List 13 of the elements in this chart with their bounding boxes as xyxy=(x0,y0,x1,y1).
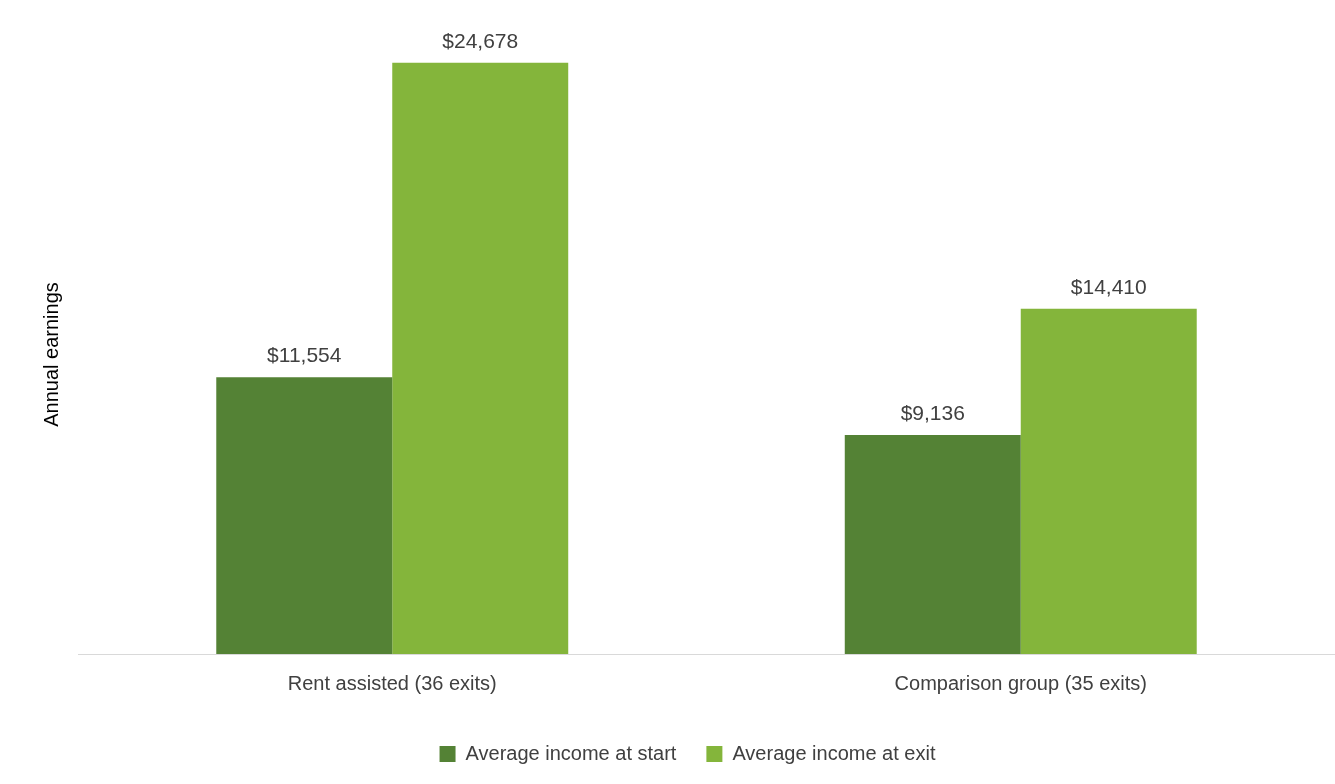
bar xyxy=(216,377,393,654)
x-tick-label: Rent assisted (36 exits) xyxy=(287,671,497,694)
data-label: $14,410 xyxy=(1070,275,1147,299)
data-label: $11,554 xyxy=(267,343,342,367)
x-tick-label: Comparison group (35 exits) xyxy=(894,671,1147,694)
legend-label: Average income at start xyxy=(465,741,677,764)
legend-label: Average income at exit xyxy=(732,741,936,764)
data-label: $24,678 xyxy=(442,29,519,53)
bar xyxy=(392,62,569,654)
bar xyxy=(1020,308,1197,654)
y-axis-title: Annual earnings xyxy=(39,282,62,427)
data-label: $9,136 xyxy=(900,401,965,425)
bar xyxy=(844,435,1021,654)
